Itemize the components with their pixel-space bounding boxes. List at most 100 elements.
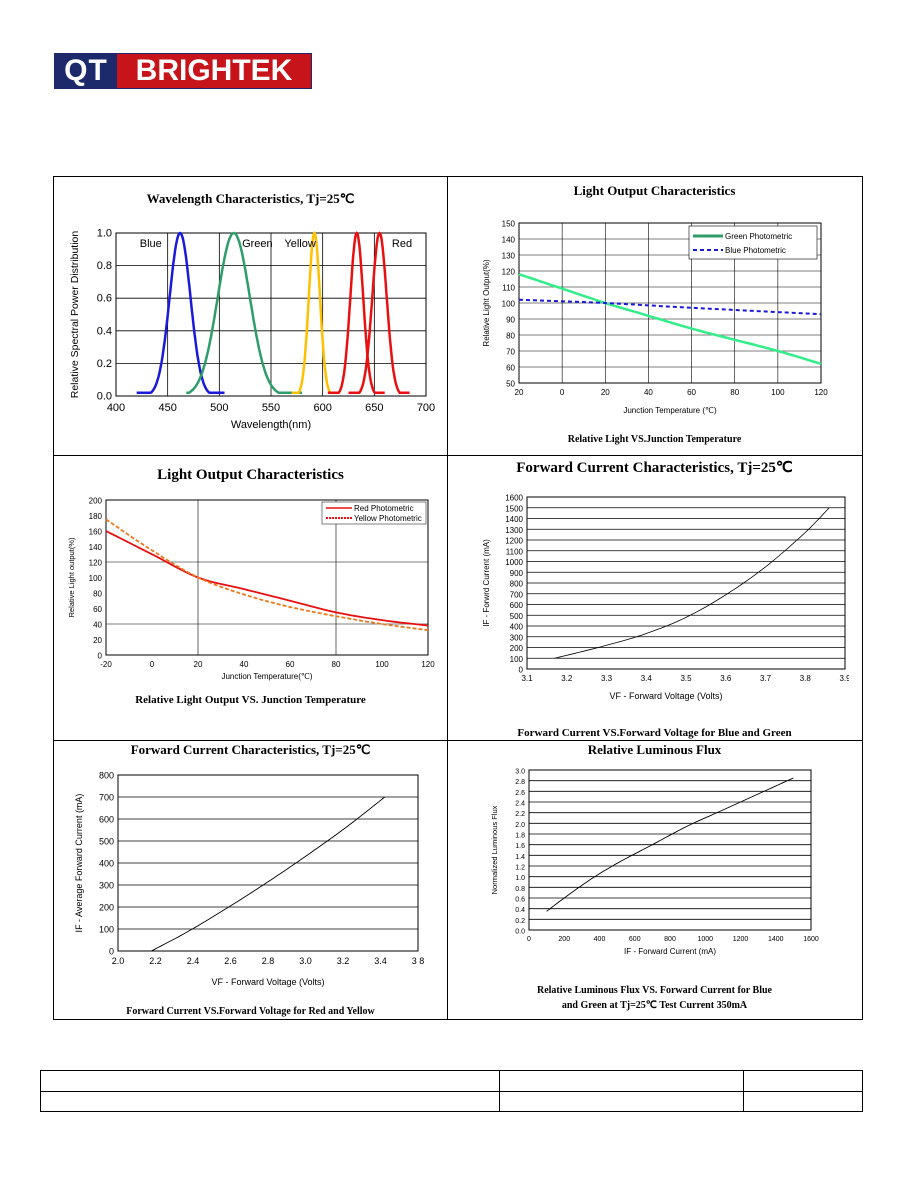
y-tick-label: 700 — [510, 590, 524, 599]
y-tick-label: 160 — [89, 528, 103, 537]
fwd-bg-caption: Forward Current VS.Forward Voltage for B… — [517, 727, 792, 739]
y-tick-label: 1300 — [505, 526, 523, 535]
footer-table — [40, 1070, 863, 1112]
x-tick-label: 650 — [365, 402, 383, 414]
series-label-yellow: Yellow — [284, 238, 315, 250]
x-tick-label: 800 — [664, 936, 676, 943]
legend-label-green: Green Photometric — [725, 232, 792, 241]
series-label-blue: Blue — [140, 238, 162, 250]
flux-caption-line2: and Green at Tj=25℃ Test Current 350mA — [561, 1000, 748, 1011]
x-tick-label: 400 — [594, 936, 606, 943]
wavelength-chart: 0.0 0.2 0.4 0.6 0.8 1.0 400 450 500 550 600 650 700 B… — [69, 228, 435, 432]
x-tick-label: 3.9 — [839, 674, 849, 683]
y-tick-label: 0.2 — [515, 918, 525, 925]
y-tick-label: 40 — [93, 621, 102, 630]
y-tick-label: 1.8 — [515, 833, 525, 840]
y-axis-title: Relative Light output(%) — [67, 537, 76, 618]
y-tick-label: 1.6 — [515, 843, 525, 850]
y-tick-label: 130 — [502, 252, 516, 261]
x-tick-label: 400 — [107, 402, 125, 414]
y-tick-label: 1600 — [505, 494, 523, 503]
y-tick-label: 500 — [510, 612, 524, 621]
x-tick-label: 100 — [375, 660, 389, 669]
x-axis-title: VF - Forward Voltage (Volts) — [211, 977, 324, 987]
legend-box — [688, 225, 818, 260]
plot-border — [115, 232, 427, 397]
y-tick-label: 1100 — [506, 547, 524, 556]
x-tick-label: 40 — [644, 388, 653, 397]
y-tick-label: 200 — [99, 903, 114, 913]
x-tick-label: 80 — [730, 388, 739, 397]
y-tick-label: 180 — [89, 512, 103, 521]
plot-border — [528, 769, 812, 931]
light-output-ry-title: Light Output Characteristics — [157, 467, 344, 483]
y-tick-label: 2.6 — [515, 790, 525, 797]
x-tick-label: 100 — [771, 388, 785, 397]
fwd-bg-title: Forward Current Characteristics, Tj=25℃ — [516, 460, 793, 476]
flux-title: Relative Luminous Flux — [587, 742, 722, 757]
y-tick-label: 2.2 — [515, 811, 525, 818]
flux-chart: 0.0 0.2 0.4 0.6 0.8 1.0 1.2 1.4 1.6 1.8 2.0 2.2 2.4 2… — [490, 769, 819, 957]
y-tick-label: 100 — [502, 300, 516, 309]
fwd-ry-caption: Forward Current VS.Forward Voltage for R… — [126, 1006, 375, 1017]
series-label-green: Green — [242, 238, 273, 250]
spectrum-series-red — [327, 231, 385, 394]
fwd-ry-title: Forward Current Characteristics, Tj=25℃ — [130, 742, 371, 757]
legend-label-red: Red Photometric — [354, 504, 414, 513]
logo-brightek: BRIGHTEK — [117, 54, 311, 88]
brand-logo: QT BRIGHTEK — [54, 53, 312, 89]
plot-border — [526, 496, 846, 670]
y-tick-label: 110 — [502, 284, 515, 293]
y-tick-label: 70 — [506, 348, 515, 357]
y-tick-label: 120 — [89, 559, 103, 568]
y-tick-label: 20 — [93, 636, 102, 645]
y-tick-label: 0 — [109, 947, 114, 957]
plot-border — [518, 222, 822, 384]
y-tick-label: 0.6 — [97, 293, 112, 305]
light-output-gb-caption: Relative Light VS.Junction Temperature — [567, 434, 742, 445]
y-tick-label: 2.4 — [515, 801, 525, 808]
y-tick-label: 600 — [99, 815, 114, 825]
flux-caption-line1: Relative Luminous Flux VS. Forward Curre… — [536, 985, 772, 996]
series-label-red: Red — [392, 238, 412, 250]
fwd-ry-chart: 0 100 200 300 400 500 600 700 800 2.0 2.2 2.4 2.6 2.8… — [74, 771, 425, 988]
y-tick-label: 80 — [506, 332, 515, 341]
plot-border — [105, 499, 429, 656]
x-tick-label: 3 8 — [412, 956, 425, 966]
y-tick-label: 1400 — [505, 515, 523, 524]
series-iv-curve — [151, 796, 385, 952]
grid-divider-row2 — [54, 740, 862, 741]
x-tick-label: 20 — [601, 388, 610, 397]
y-tick-label: 2.0 — [515, 822, 525, 829]
y-tick-label: 400 — [510, 623, 524, 632]
x-tick-label: 60 — [286, 660, 295, 669]
x-tick-label: 0 — [527, 936, 531, 943]
x-tick-label: 1600 — [803, 936, 819, 943]
y-axis-title: IF - Forwrd Current (mA) — [482, 539, 491, 627]
y-tick-label: 1.4 — [515, 854, 525, 861]
y-tick-label: 800 — [510, 580, 524, 589]
y-tick-label: 2.8 — [515, 779, 525, 786]
x-tick-label: 3.3 — [601, 674, 613, 683]
y-tick-label: 0.0 — [97, 391, 112, 403]
x-tick-label: 200 — [558, 936, 570, 943]
footer-table-col-divider-2 — [743, 1071, 744, 1111]
y-tick-label: 1000 — [505, 558, 523, 567]
y-axis-title: Normalized Luminous Flux — [490, 805, 499, 894]
footer-table-col-divider-1 — [499, 1071, 500, 1111]
x-tick-label: 2.4 — [187, 956, 200, 966]
y-tick-label: 1.0 — [97, 228, 112, 240]
y-tick-label: 0 — [519, 666, 524, 675]
y-tick-label: 200 — [89, 497, 103, 506]
x-tick-label: 20 — [515, 388, 524, 397]
y-tick-label: 90 — [506, 316, 515, 325]
x-tick-label: 3.5 — [680, 674, 692, 683]
spectrum-series-yellow — [291, 230, 336, 394]
x-tick-label: 3.8 — [800, 674, 812, 683]
x-tick-label: 3.4 — [374, 956, 387, 966]
y-tick-label: 0.8 — [515, 886, 525, 893]
light-output-gb-chart: 50 60 70 80 90 100 110 120 130 140 150 20 0 20 40 60 80 1… — [482, 220, 828, 416]
x-axis-title: Junction Temperature(℃) — [221, 672, 312, 681]
y-tick-label: 50 — [506, 380, 515, 389]
